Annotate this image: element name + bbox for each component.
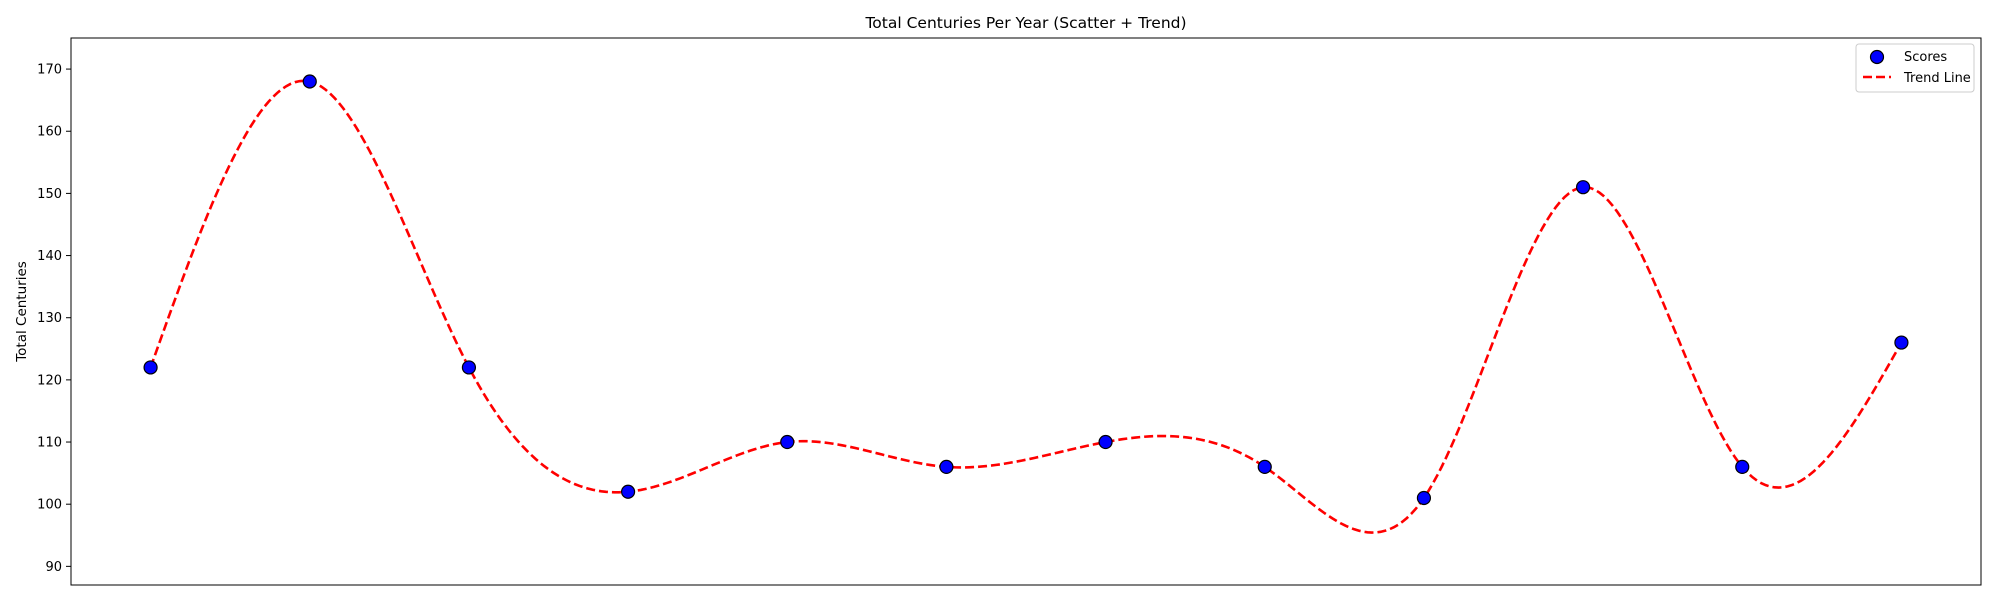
y-tick-label: 170	[37, 63, 62, 78]
plot-frame	[70, 37, 1982, 586]
scatter-point	[1416, 490, 1432, 506]
legend: Scores Trend Line	[1855, 43, 1975, 93]
scatter-point	[1257, 459, 1272, 474]
y-tick-label: 140	[37, 249, 62, 264]
scatter-point	[1098, 434, 1113, 450]
trend-line-layer	[149, 79, 1903, 534]
y-tick-label: 150	[37, 187, 62, 202]
legend-label-trend: Trend Line	[1903, 71, 1971, 86]
y-tick-label: 90	[45, 560, 62, 575]
scatter-point	[143, 360, 158, 375]
legend-box	[1855, 43, 1975, 93]
legend-label-scores: Scores	[1904, 50, 1947, 65]
scatter-point	[780, 434, 795, 450]
y-tick-label: 130	[37, 311, 62, 326]
scatter-point	[461, 360, 477, 375]
chart-title: Total Centuries Per Year (Scatter + Tren…	[864, 14, 1186, 32]
legend-marker-scores	[1869, 49, 1885, 65]
y-axis-label: Total Centuries	[14, 261, 30, 363]
scatter-points-layer	[143, 74, 1909, 506]
y-tick-label: 100	[37, 498, 62, 513]
y-tick-label: 120	[37, 373, 62, 388]
scatter-point	[302, 74, 317, 89]
y-tick-label: 110	[37, 436, 62, 451]
scatter-point	[939, 459, 954, 474]
scatter-point	[1735, 459, 1750, 474]
scatter-point	[620, 484, 636, 499]
y-tick-label: 160	[37, 125, 62, 140]
trend-line	[149, 79, 1903, 534]
scatter-point	[1894, 335, 1909, 350]
y-axis: 90 100 110 120 130 140 150 160 170	[37, 63, 71, 575]
scatter-point	[1575, 180, 1591, 195]
